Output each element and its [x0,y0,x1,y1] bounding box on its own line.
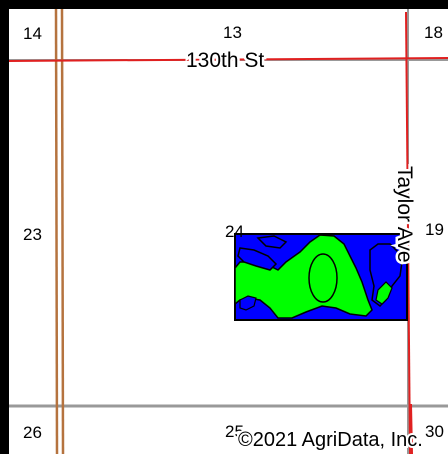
road-130th-st [9,57,448,62]
soil-area-green [234,234,373,319]
west-road-line-a [54,9,59,454]
soil-inclusion-center-ring [308,253,338,303]
section-number-24: 24 [225,222,244,241]
road-label-taylor-ave: Taylor Ave [393,166,416,263]
soil-inclusion-blue-west [237,247,278,271]
soil-inclusion-southwest [239,295,257,311]
soil-map: 14 13 18 23 24 19 26 25 30 130th St Tayl… [9,9,448,454]
west-road-line-b [60,9,65,454]
section-number-23: 23 [23,225,42,244]
section-number-14: 14 [23,24,42,43]
field-boundary[interactable] [234,233,408,321]
soil-inclusion-green-north [256,235,288,249]
copyright-notice: ©2021 AgriData, Inc. [238,429,423,451]
section-number-25: 25 [225,422,244,441]
road-taylor-ave-south [410,403,413,454]
section-number-18: 18 [424,23,443,42]
soil-inclusion-east-green [375,281,393,305]
section-number-26: 26 [23,423,42,442]
section-number-30: 30 [425,422,444,441]
section-number-13: 13 [223,23,242,42]
section-number-19: 19 [425,220,444,239]
road-label-130th-st: 130th St [186,49,264,72]
